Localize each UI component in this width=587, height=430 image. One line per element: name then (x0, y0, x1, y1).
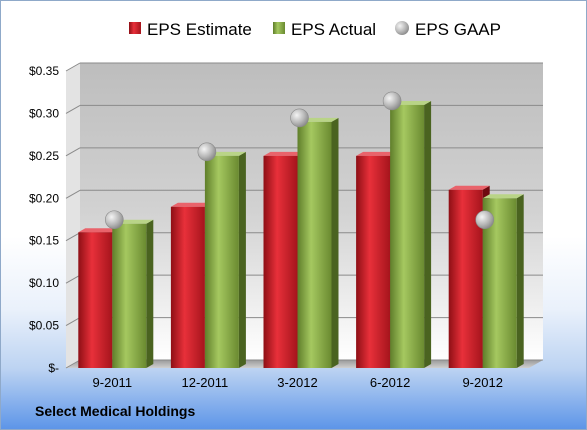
bar-estimate-top (263, 151, 305, 156)
bar-actual-side (238, 151, 246, 368)
bar-estimate (170, 206, 205, 368)
x-axis-categories: 9-2011 12-2011 3-2012 6-2012 9-2012 (93, 375, 503, 390)
y-tick-label: $0.25 (29, 149, 59, 163)
bar-actual-side (146, 219, 154, 368)
legend: EPS Estimate EPS Actual EPS GAAP (129, 20, 501, 39)
gridline-side (65, 317, 81, 327)
bar-actual-side (331, 117, 339, 369)
gridline-side (65, 274, 81, 284)
bar-estimate (263, 155, 298, 368)
gaap-marker (105, 210, 124, 230)
gridline-side (65, 189, 81, 199)
legend-swatch-estimate (129, 22, 141, 34)
x-category-label: 3-2012 (277, 375, 317, 390)
bar-estimate (78, 232, 113, 368)
legend-label-estimate: EPS Estimate (147, 20, 252, 39)
bar-estimate (356, 155, 391, 368)
bar-actual-top (482, 194, 524, 199)
legend-swatch-actual (273, 22, 285, 34)
legend-item-gaap: EPS GAAP (395, 20, 501, 39)
x-category-label: 12-2011 (182, 375, 229, 390)
gridline-side (65, 232, 81, 242)
bar-estimate-top (356, 151, 398, 156)
bar-actual (390, 104, 425, 368)
gridline-side (65, 359, 81, 369)
y-tick-label: $0.20 (29, 191, 59, 205)
gaap-marker (382, 91, 402, 111)
bars (78, 100, 524, 369)
legend-item-estimate: EPS Estimate (129, 20, 252, 39)
bar-actual (112, 223, 147, 368)
y-tick-label: $0.30 (29, 106, 59, 120)
gridline-side (65, 62, 81, 72)
bar-actual (297, 121, 332, 369)
plot-side-wall (66, 63, 80, 368)
y-tick-label: $0.05 (29, 319, 59, 333)
gaap-markers (105, 91, 495, 230)
y-tick-label: $- (48, 361, 59, 375)
gaap-marker (475, 210, 495, 230)
bar-actual (204, 155, 239, 368)
gridline-side (65, 147, 81, 157)
y-axis-ticks: $0.35 $0.30 $0.25 $0.20 $0.15 $0.10 $0.05 $- (29, 64, 59, 375)
bar-estimate-top (170, 202, 212, 207)
bar-actual-side (424, 100, 432, 368)
bar-actual-side (516, 194, 524, 368)
legend-label-actual: EPS Actual (291, 20, 376, 39)
legend-swatch-gaap (395, 21, 409, 35)
bar-estimate-top (78, 228, 120, 233)
gaap-marker (290, 108, 309, 128)
x-category-label: 9-2012 (462, 375, 502, 390)
legend-item-actual: EPS Actual (273, 20, 376, 39)
gaap-marker (197, 142, 217, 162)
x-category-label: 9-2011 (93, 375, 133, 390)
bar-estimate-top (448, 185, 490, 190)
gridline-side (65, 104, 81, 114)
x-category-label: 6-2012 (370, 375, 410, 390)
legend-label-gaap: EPS GAAP (415, 20, 501, 39)
y-tick-label: $0.15 (29, 234, 59, 248)
y-tick-label: $0.35 (29, 64, 59, 78)
y-tick-label: $0.10 (29, 276, 59, 290)
company-name: Select Medical Holdings (35, 403, 196, 419)
